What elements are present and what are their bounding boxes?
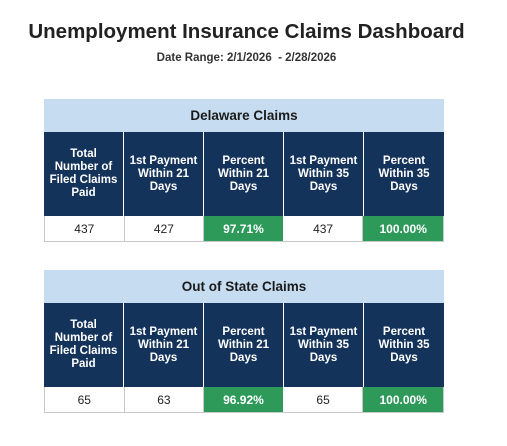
value-total-claims-paid: 437 — [45, 216, 125, 241]
column-header-row: Total Number of Filed Claims Paid 1st Pa… — [44, 303, 444, 387]
header-percent-35-days: Percent Within 35 Days — [364, 132, 444, 216]
value-total-claims-paid: 65 — [45, 387, 125, 412]
date-range: Date Range: 2/1/2026 - 2/28/2026 — [156, 52, 337, 64]
header-percent-21-days: Percent Within 21 Days — [204, 303, 284, 387]
value-first-payment-35-days: 65 — [284, 387, 364, 412]
panel-title: Out of State Claims — [44, 270, 444, 303]
out-of-state-claims-panel: Out of State Claims Total Number of File… — [44, 270, 444, 413]
value-percent-35-days: 100.00% — [363, 216, 443, 241]
delaware-claims-panel: Delaware Claims Total Number of Filed Cl… — [44, 99, 444, 242]
value-percent-35-days: 100.00% — [363, 387, 443, 412]
header-first-payment-35-days: 1st Payment Within 35 Days — [284, 132, 364, 216]
dashboard-title: Unemployment Insurance Claims Dashboard — [28, 20, 465, 43]
value-percent-21-days: 97.71% — [204, 216, 284, 241]
value-first-payment-21-days: 427 — [125, 216, 205, 241]
value-first-payment-35-days: 437 — [284, 216, 364, 241]
values-row: 437 427 97.71% 437 100.00% — [44, 216, 444, 242]
header-first-payment-21-days: 1st Payment Within 21 Days — [124, 303, 204, 387]
value-percent-21-days: 96.92% — [204, 387, 284, 412]
value-first-payment-21-days: 63 — [125, 387, 205, 412]
header-total-claims-paid: Total Number of Filed Claims Paid — [44, 303, 124, 387]
header-total-claims-paid: Total Number of Filed Claims Paid — [44, 132, 124, 216]
panel-title: Delaware Claims — [44, 99, 444, 132]
header-percent-21-days: Percent Within 21 Days — [204, 132, 284, 216]
header-first-payment-35-days: 1st Payment Within 35 Days — [284, 303, 364, 387]
column-header-row: Total Number of Filed Claims Paid 1st Pa… — [44, 132, 444, 216]
header-percent-35-days: Percent Within 35 Days — [364, 303, 444, 387]
values-row: 65 63 96.92% 65 100.00% — [44, 387, 444, 413]
header-first-payment-21-days: 1st Payment Within 21 Days — [124, 132, 204, 216]
